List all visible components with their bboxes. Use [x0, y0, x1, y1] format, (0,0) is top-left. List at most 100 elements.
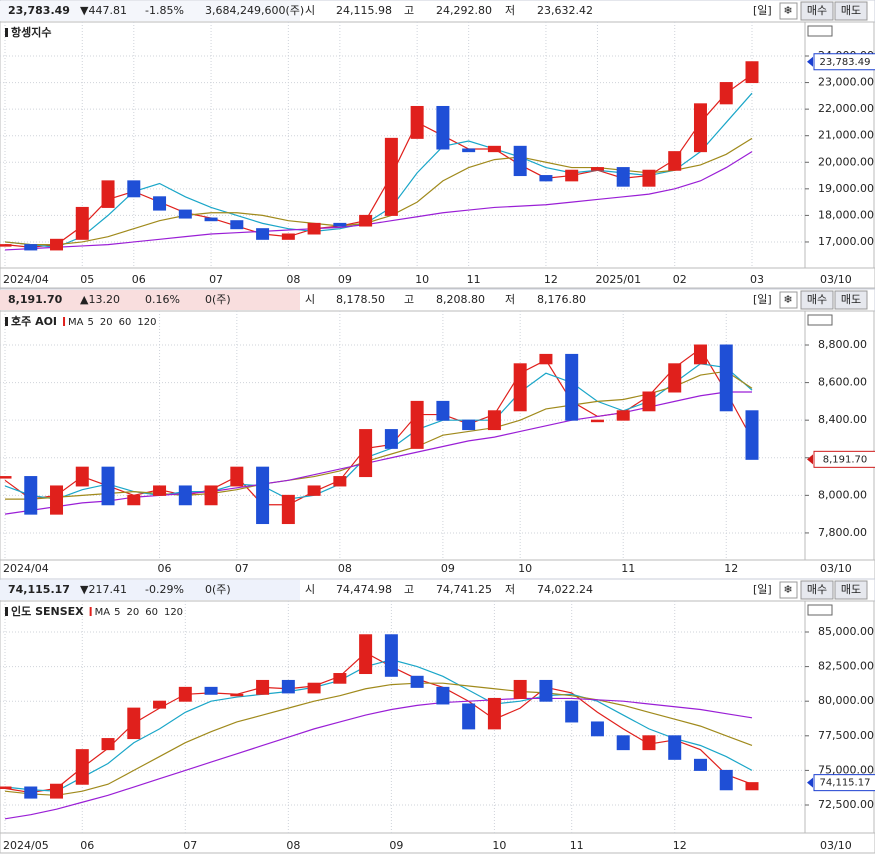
y-tick-label: 20,000.00	[818, 155, 874, 168]
header-quote-bg	[0, 1, 300, 21]
trade-button-label[interactable]: 매수	[807, 583, 827, 596]
candle	[693, 344, 707, 365]
header-field: 24,292.80	[436, 4, 492, 17]
candle	[178, 485, 192, 506]
plot-area	[0, 310, 806, 561]
trade-button-label[interactable]: 매도	[841, 583, 861, 596]
header-field: 74,115.17	[8, 583, 70, 596]
axis-icon	[807, 604, 833, 616]
y-tick-label: 21,000.00	[818, 129, 874, 142]
trade-button-label[interactable]: 매도	[841, 293, 861, 306]
candle	[565, 169, 579, 182]
header-field: 74,022.24	[537, 583, 593, 596]
candle	[642, 391, 656, 412]
x-tick-label: 07	[235, 562, 249, 575]
candle	[281, 679, 295, 694]
moving-average-line	[5, 370, 753, 500]
axis-area	[804, 600, 875, 834]
candle	[0, 244, 12, 247]
header-field: ▼217.41	[80, 583, 127, 596]
header-quote-bg	[0, 580, 300, 600]
settings-icon: ❄	[783, 583, 792, 596]
header-field: 74,741.25	[436, 583, 492, 596]
header-field: -0.29%	[145, 583, 184, 596]
y-tick-label: 23,000.00	[818, 76, 874, 89]
period-button[interactable]: [일]	[753, 3, 772, 17]
candle	[642, 169, 656, 187]
settings-button[interactable]	[779, 581, 798, 599]
x-tick-label: 11	[467, 273, 481, 286]
header-field: 3,684,249,600(주)	[205, 4, 304, 17]
trade-button[interactable]	[800, 1, 834, 21]
candle	[487, 697, 501, 730]
candle	[384, 634, 398, 677]
candle	[539, 175, 553, 182]
candle	[668, 735, 682, 760]
header-field: 0.16%	[145, 293, 180, 306]
x-tick-label: 06	[80, 839, 94, 852]
plot-area	[0, 600, 806, 834]
candle	[127, 494, 141, 506]
candle	[616, 167, 630, 187]
trade-button-label[interactable]: 매도	[841, 4, 861, 17]
trade-button-label[interactable]: 매수	[807, 4, 827, 17]
y-tick-label: 77,500.00	[818, 729, 874, 742]
x-tick-label: 12	[673, 839, 687, 852]
header-field: 저	[505, 583, 515, 596]
candle	[719, 82, 733, 105]
candle	[590, 167, 604, 171]
y-tick-label: 18,000.00	[818, 208, 874, 221]
candle	[668, 151, 682, 171]
trade-button[interactable]	[800, 290, 834, 310]
price-tag	[813, 774, 875, 792]
settings-button[interactable]	[779, 291, 798, 309]
trade-button-label[interactable]: 매수	[807, 293, 827, 306]
trade-button[interactable]	[834, 1, 868, 21]
x-tick-label: 2024/04	[3, 273, 49, 286]
candle	[0, 786, 12, 790]
candle	[230, 693, 244, 697]
x-tick-label: 06	[158, 562, 172, 575]
x-tick-label: 08	[286, 273, 300, 286]
settings-button[interactable]	[779, 2, 798, 20]
price-tag-arrow	[807, 56, 813, 67]
candle	[153, 700, 167, 709]
price-tag-label: 23,783.49	[820, 57, 871, 68]
legend-marker	[89, 607, 92, 616]
trade-button[interactable]	[834, 580, 868, 600]
x-tick-label: 03	[750, 273, 764, 286]
candle	[359, 634, 373, 675]
candle	[359, 429, 373, 478]
x-tick-label: 2024/05	[3, 839, 49, 852]
trade-button[interactable]	[834, 290, 868, 310]
trade-button[interactable]	[800, 580, 834, 600]
candle	[719, 344, 733, 412]
candle	[745, 61, 759, 84]
y-tick-label: 22,000.00	[818, 102, 874, 115]
candle	[281, 494, 295, 525]
y-tick-label: 82,500.00	[818, 660, 874, 673]
title-marker	[5, 28, 8, 37]
candle	[410, 105, 424, 139]
legend-entry: 20	[100, 317, 113, 328]
header-field: 저	[505, 4, 515, 17]
price-tag-label: 74,115.17	[820, 778, 871, 789]
x-axis-area	[0, 267, 875, 289]
candle	[719, 769, 733, 791]
candle	[256, 228, 270, 240]
x-tick-label: 10	[518, 562, 532, 575]
candle	[668, 363, 682, 393]
axis-icon	[807, 314, 833, 326]
header-field: 0(주)	[205, 293, 231, 306]
x-tick-label: 11	[621, 562, 635, 575]
legend-entry: 20	[126, 607, 139, 618]
candle	[256, 679, 270, 695]
period-button[interactable]: [일]	[753, 292, 772, 306]
candle	[101, 466, 115, 506]
candle	[75, 466, 89, 487]
period-button[interactable]: [일]	[753, 582, 772, 596]
x-tick-label: 07	[183, 839, 197, 852]
candle	[256, 466, 270, 525]
candle	[50, 783, 64, 799]
price-tag	[813, 450, 875, 468]
